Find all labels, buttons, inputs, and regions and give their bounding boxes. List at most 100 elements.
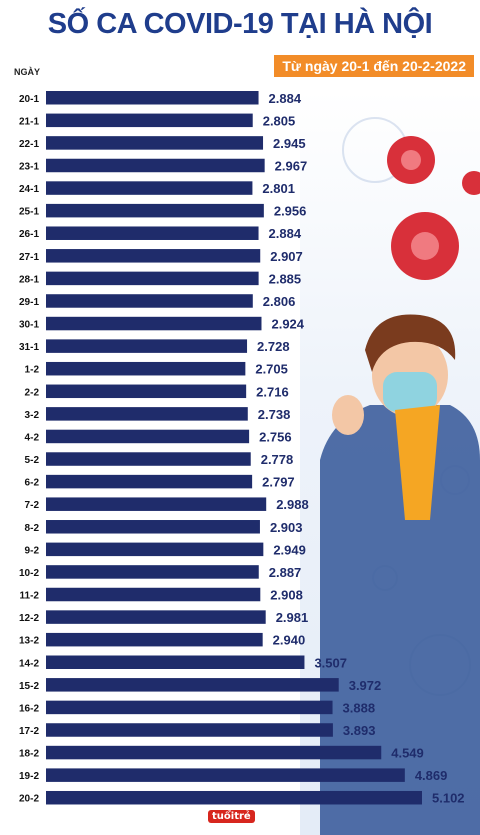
category-label: 3-2 [25, 410, 40, 421]
value-label: 2.967 [275, 158, 308, 173]
bar [46, 113, 253, 128]
bar [46, 91, 259, 105]
bar [46, 723, 333, 737]
category-label: 29-1 [19, 297, 39, 308]
category-label: 27-1 [19, 252, 39, 263]
person-illustration [320, 314, 480, 835]
bar [46, 429, 250, 444]
value-label: 2.903 [270, 520, 303, 535]
category-label: 7-2 [25, 500, 40, 511]
bar [46, 294, 253, 308]
bar [46, 497, 267, 511]
value-label: 2.884 [269, 226, 302, 241]
category-label: 20-1 [19, 94, 39, 105]
category-label: 21-1 [19, 116, 39, 127]
category-label: 20-2 [19, 794, 39, 805]
value-label: 2.988 [276, 497, 309, 512]
bar [46, 700, 333, 715]
value-label: 2.981 [276, 610, 309, 625]
value-label: 3.507 [314, 655, 347, 670]
value-label: 2.805 [263, 113, 296, 128]
value-label: 2.907 [270, 249, 303, 264]
value-label: 2.797 [262, 475, 295, 490]
value-label: 4.869 [415, 768, 448, 783]
value-label: 2.908 [270, 588, 303, 603]
page-title: SỐ CA COVID-19 TẠI HÀ NỘI [47, 8, 433, 40]
category-label: 26-1 [19, 229, 39, 240]
value-label: 2.716 [256, 384, 289, 399]
bar [46, 158, 265, 173]
date-range-badge: Từ ngày 20-1 đến 20-2-2022 [274, 55, 474, 77]
bar [46, 249, 261, 263]
value-label: 2.949 [273, 542, 306, 557]
bar [46, 565, 259, 579]
category-label: 30-1 [19, 320, 39, 331]
category-label: 19-2 [19, 771, 39, 782]
bar [46, 790, 422, 805]
category-label: 18-2 [19, 749, 39, 760]
bar [46, 768, 405, 782]
value-label: 2.945 [273, 136, 306, 151]
value-label: 5.102 [432, 791, 465, 806]
value-label: 2.801 [262, 181, 295, 196]
value-label: 3.893 [343, 723, 376, 738]
bar [46, 384, 247, 399]
axis-label-day: NGÀY [14, 67, 41, 77]
value-label: 3.888 [343, 700, 376, 715]
category-label: 16-2 [19, 703, 39, 714]
value-label: 2.885 [269, 271, 302, 286]
bar [46, 520, 260, 534]
value-label: 2.738 [258, 407, 291, 422]
bar [46, 271, 259, 286]
value-label: 2.884 [269, 91, 302, 106]
bar [46, 452, 251, 466]
value-label: 2.756 [259, 429, 292, 444]
value-label: 2.728 [257, 339, 290, 354]
category-label: 28-1 [19, 274, 39, 285]
category-label: 4-2 [25, 432, 40, 443]
value-label: 2.940 [273, 633, 306, 648]
bar [46, 632, 263, 647]
bar [46, 181, 253, 195]
tuoi-tre-logo: tuổitrẻ [208, 810, 255, 823]
category-label: 10-2 [19, 568, 39, 579]
value-label: 2.806 [263, 294, 296, 309]
bar [46, 407, 248, 421]
value-label: 2.778 [261, 452, 294, 467]
category-label: 17-2 [19, 726, 39, 737]
category-label: 1-2 [25, 365, 40, 376]
category-label: 2-2 [25, 387, 40, 398]
bar [46, 587, 261, 602]
category-label: 15-2 [19, 681, 39, 692]
bar [46, 361, 246, 376]
value-label: 4.549 [391, 746, 424, 761]
value-label: 2.887 [269, 565, 302, 580]
category-label: 9-2 [25, 545, 40, 556]
category-label: 11-2 [20, 591, 40, 602]
category-label: 25-1 [19, 207, 39, 218]
virus-red-icon [387, 136, 480, 280]
bar [46, 678, 339, 692]
bar [46, 655, 305, 669]
value-label: 3.972 [349, 678, 382, 693]
category-label: 31-1 [19, 342, 39, 353]
value-label: 2.705 [255, 362, 288, 377]
bar [46, 316, 262, 331]
bar [46, 542, 264, 557]
bar [46, 203, 264, 218]
category-label: 24-1 [19, 184, 39, 195]
category-label: 8-2 [25, 523, 40, 534]
category-label: 12-2 [19, 613, 39, 624]
value-label: 2.956 [274, 204, 307, 219]
category-label: 5-2 [25, 455, 40, 466]
category-label: 23-1 [19, 161, 39, 172]
bar [46, 610, 266, 624]
value-label: 2.924 [271, 317, 304, 332]
bar [46, 136, 264, 150]
category-label: 13-2 [19, 636, 39, 647]
bar [46, 339, 248, 353]
category-label: 22-1 [19, 139, 39, 150]
bar [46, 474, 253, 489]
